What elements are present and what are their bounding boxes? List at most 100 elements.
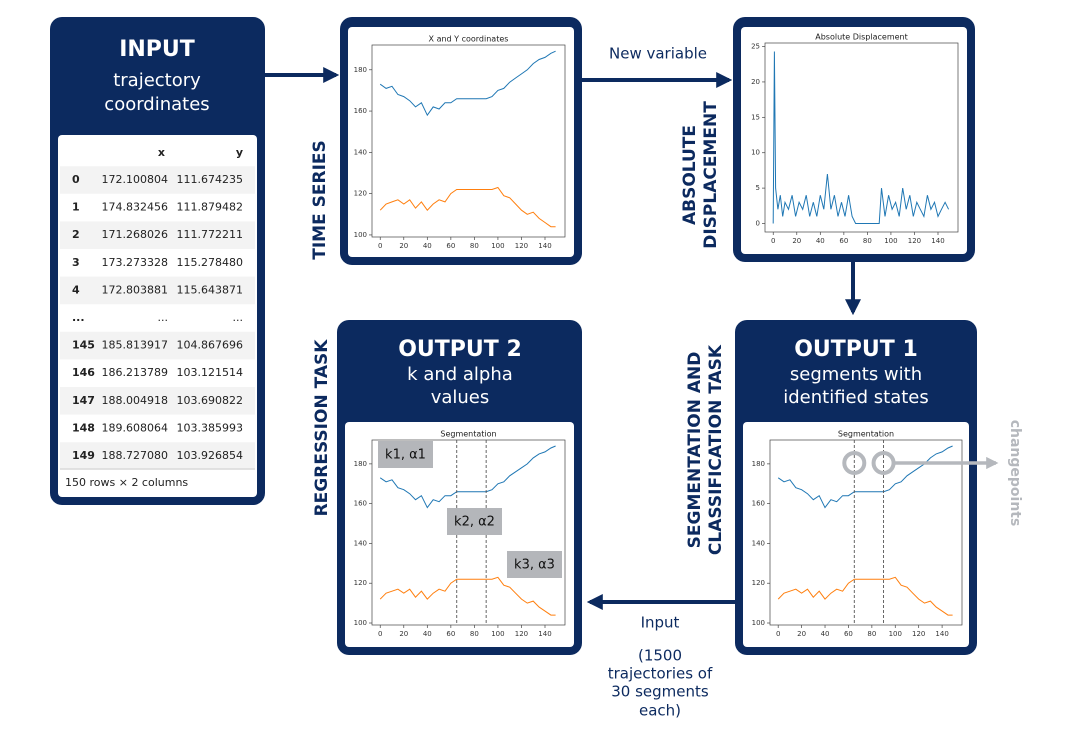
y-tick-label: 160 bbox=[752, 500, 765, 508]
y-tick-label: 0 bbox=[756, 220, 760, 228]
y-tick-label: 20 bbox=[751, 78, 760, 86]
plot-frame bbox=[371, 44, 566, 238]
y-tick-label: 100 bbox=[354, 231, 367, 239]
series-line bbox=[379, 186, 556, 228]
y-tick-label: 180 bbox=[752, 460, 765, 468]
output-title: OUTPUT 1 bbox=[794, 337, 918, 362]
row-index: 147 bbox=[72, 394, 95, 407]
row-stripe bbox=[60, 331, 255, 360]
y-tick-label: 120 bbox=[354, 190, 367, 198]
table-footer: 150 rows × 2 columns bbox=[65, 476, 188, 489]
annotation-box bbox=[507, 551, 562, 578]
cell: 103.690822 bbox=[177, 394, 243, 407]
cell: 115.643871 bbox=[177, 283, 243, 296]
x-tick-label: 120 bbox=[908, 237, 921, 245]
cell: 103.385993 bbox=[177, 421, 243, 434]
side-label: CLASSIFICATION TASK bbox=[706, 344, 726, 555]
y-tick-label: 140 bbox=[354, 148, 367, 156]
cell: 189.608064 bbox=[102, 421, 168, 434]
x-tick-label: 100 bbox=[491, 242, 504, 250]
plot-frame bbox=[371, 439, 566, 626]
x-tick-label: 120 bbox=[515, 242, 528, 250]
cell: 174.832456 bbox=[102, 201, 168, 214]
row-index: ... bbox=[72, 311, 85, 324]
annotation: k3, α3 bbox=[514, 558, 555, 573]
y-tick-label: 25 bbox=[751, 43, 760, 51]
side-label: DISPLACEMENT bbox=[701, 101, 721, 249]
row-index: 149 bbox=[72, 449, 95, 462]
x-tick-label: 120 bbox=[912, 630, 925, 638]
cell: 173.273328 bbox=[102, 256, 168, 269]
column-header: x bbox=[158, 146, 165, 159]
x-tick-label: 40 bbox=[821, 630, 830, 638]
cell: 171.268026 bbox=[102, 228, 168, 241]
x-tick-label: 80 bbox=[470, 630, 479, 638]
y-tick-label: 140 bbox=[752, 539, 765, 547]
row-stripe bbox=[60, 221, 255, 249]
x-tick-label: 20 bbox=[399, 242, 408, 250]
y-tick-label: 160 bbox=[354, 107, 367, 115]
row-index: 0 bbox=[72, 173, 80, 186]
y-tick-label: 180 bbox=[354, 66, 367, 74]
side-label: ABSOLUTE bbox=[680, 125, 700, 225]
cell: ... bbox=[158, 311, 169, 324]
series-line bbox=[379, 445, 556, 509]
output-subtitle: segments with bbox=[790, 364, 922, 385]
x-tick-label: 60 bbox=[844, 630, 853, 638]
cell: 115.278480 bbox=[177, 256, 243, 269]
output-subtitle: identified states bbox=[783, 387, 929, 408]
row-stripe bbox=[60, 442, 255, 470]
row-index: 2 bbox=[72, 228, 80, 241]
annotation: k1, α1 bbox=[385, 448, 426, 463]
x-tick-label: 20 bbox=[797, 630, 806, 638]
row-stripe bbox=[60, 166, 255, 194]
arrow-label: 30 segments bbox=[611, 683, 709, 701]
row-index: 145 bbox=[72, 339, 95, 352]
row-index: 148 bbox=[72, 421, 95, 434]
x-tick-label: 20 bbox=[792, 237, 801, 245]
plot-title: X and Y coordinates bbox=[429, 35, 509, 44]
cell: 103.926854 bbox=[177, 449, 243, 462]
plot-title: Absolute Displacement bbox=[815, 33, 908, 42]
series-line bbox=[772, 51, 950, 224]
arrow-label: (1500 bbox=[638, 647, 682, 665]
input-subtitle: coordinates bbox=[104, 94, 209, 115]
x-tick-label: 60 bbox=[839, 237, 848, 245]
cell: 188.004918 bbox=[102, 394, 168, 407]
cell: 103.121514 bbox=[177, 366, 243, 379]
plot-frame bbox=[769, 439, 963, 626]
x-tick-label: 0 bbox=[771, 237, 775, 245]
x-tick-label: 100 bbox=[889, 630, 902, 638]
output-subtitle: k and alpha bbox=[407, 364, 513, 385]
input-subtitle: trajectory bbox=[113, 70, 201, 91]
cell: 111.879482 bbox=[177, 201, 243, 214]
x-tick-label: 60 bbox=[446, 630, 455, 638]
y-tick-label: 100 bbox=[354, 619, 367, 627]
x-tick-label: 40 bbox=[423, 630, 432, 638]
x-tick-label: 60 bbox=[446, 242, 455, 250]
y-tick-label: 100 bbox=[752, 619, 765, 627]
row-index: 1 bbox=[72, 201, 80, 214]
x-tick-label: 140 bbox=[538, 242, 551, 250]
row-stripe bbox=[60, 387, 255, 415]
changepoints-label: changepoints bbox=[1007, 420, 1023, 527]
cell: 111.674235 bbox=[177, 173, 243, 186]
x-tick-label: 80 bbox=[863, 237, 872, 245]
side-label: REGRESSION TASK bbox=[312, 339, 332, 517]
x-tick-label: 100 bbox=[491, 630, 504, 638]
y-tick-label: 160 bbox=[354, 500, 367, 508]
plot-panel bbox=[348, 27, 574, 257]
plot-title: Segmentation bbox=[838, 430, 894, 439]
cell: 172.100804 bbox=[102, 173, 168, 186]
x-tick-label: 140 bbox=[931, 237, 944, 245]
x-tick-label: 140 bbox=[935, 630, 948, 638]
x-tick-label: 0 bbox=[776, 630, 780, 638]
cell: 186.213789 bbox=[102, 366, 168, 379]
cell: 172.803881 bbox=[102, 283, 168, 296]
side-label: SEGMENTATION AND bbox=[685, 352, 705, 549]
row-index: 3 bbox=[72, 256, 80, 269]
output-subtitle: values bbox=[431, 387, 490, 408]
cell: 185.813917 bbox=[102, 339, 168, 352]
arrow-label: each) bbox=[639, 702, 681, 720]
